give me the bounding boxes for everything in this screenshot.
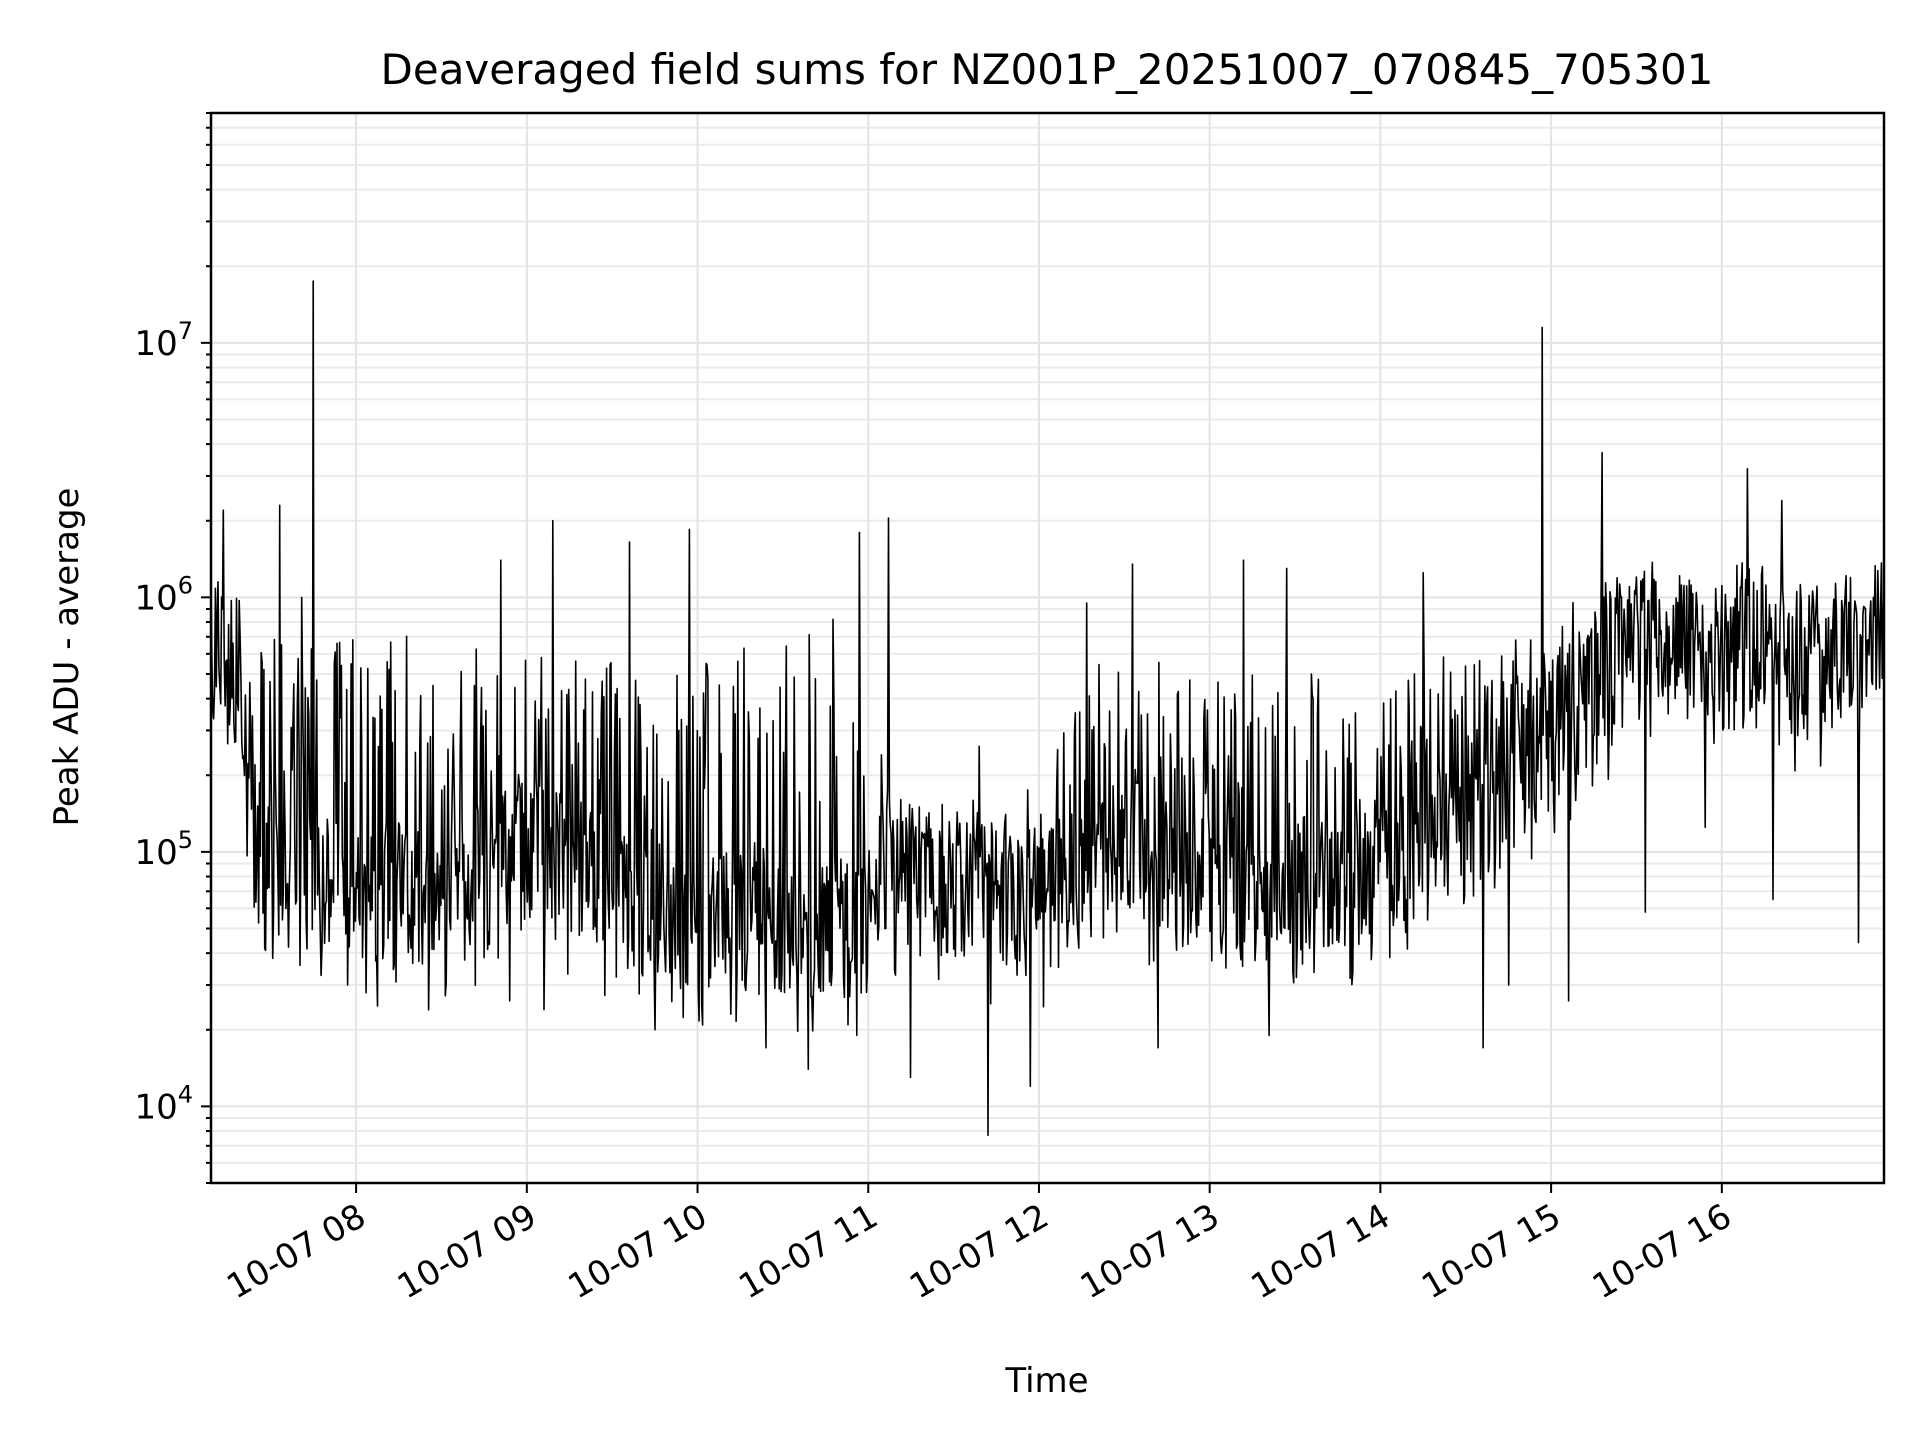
y-tick-label-base: 10 (134, 1087, 177, 1127)
y-tick-label-exponent: 7 (178, 317, 193, 345)
x-axis-label: Time (1004, 1361, 1088, 1401)
y-tick-label: 104 (134, 1080, 193, 1127)
plot-area (210, 280, 1885, 1137)
y-tick-label-exponent: 6 (178, 571, 193, 599)
plot-frame (209, 111, 1886, 1185)
y-tick-label-base: 10 (134, 578, 177, 618)
series-line-field-sums (210, 280, 1885, 1137)
y-tick-label: 106 (134, 571, 193, 618)
y-axis-label: Peak ADU - average (47, 488, 87, 827)
y-tick-label: 105 (134, 826, 193, 873)
y-tick-label-exponent: 5 (178, 826, 193, 854)
y-tick-label: 107 (134, 317, 193, 364)
chart-title: Deaveraged field sums for NZ001P_2025100… (381, 45, 1714, 94)
y-tick-label-exponent: 4 (178, 1080, 193, 1108)
y-tick-label-base: 10 (134, 324, 177, 364)
y-tick-label-base: 10 (134, 833, 177, 873)
